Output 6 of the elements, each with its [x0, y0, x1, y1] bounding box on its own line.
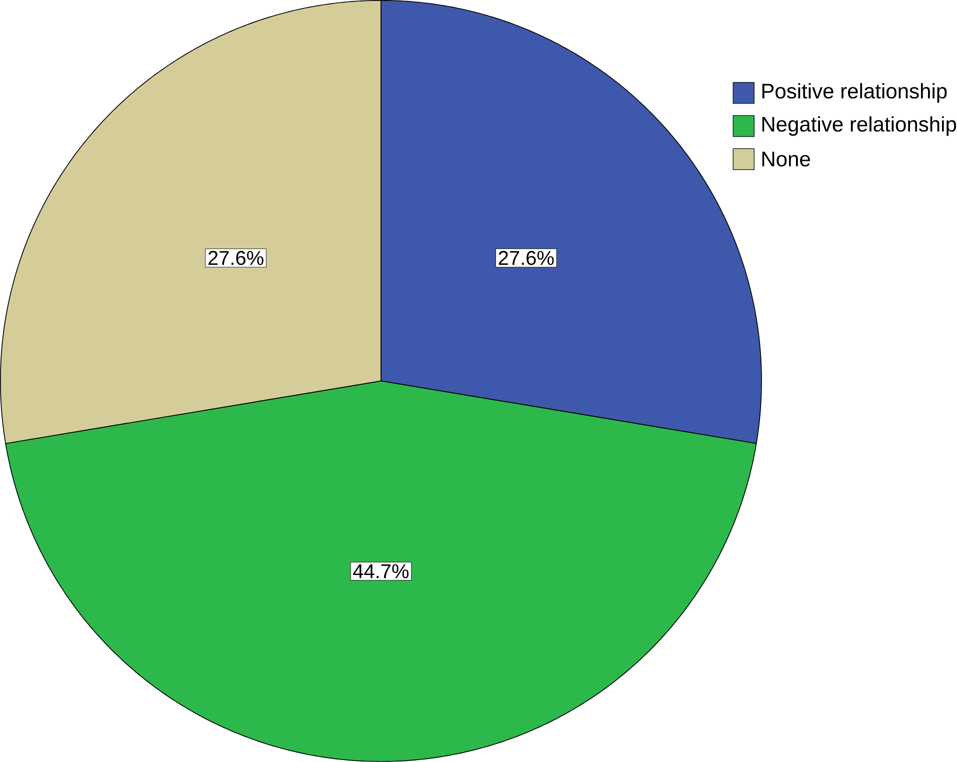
data-label: 27.6%	[498, 250, 554, 266]
legend-label: None	[762, 152, 810, 167]
legend-label: Negative relationship	[762, 116, 956, 136]
data-label: 44.7%	[353, 564, 409, 578]
legend-label: Positive relationship	[762, 83, 947, 103]
data-label: 27.6%	[208, 250, 264, 266]
